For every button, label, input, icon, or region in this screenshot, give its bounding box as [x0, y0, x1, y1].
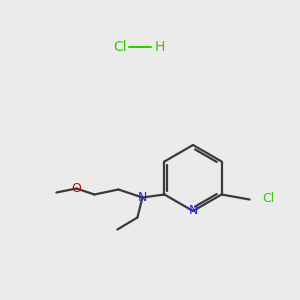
Text: N: N	[138, 191, 147, 204]
Text: Cl: Cl	[113, 40, 127, 54]
Text: N: N	[188, 205, 198, 218]
Text: O: O	[71, 182, 81, 195]
Text: Cl: Cl	[262, 192, 275, 205]
Text: H: H	[155, 40, 165, 54]
